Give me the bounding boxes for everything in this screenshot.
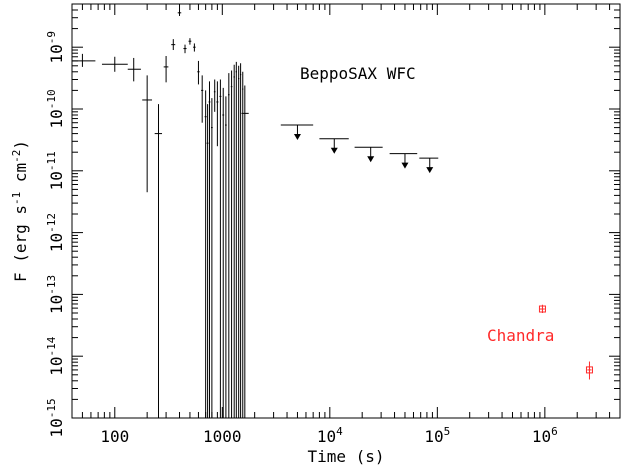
plot-frame	[71, 3, 621, 419]
x-tick-label: 106	[532, 425, 558, 446]
y-tick-label: 10-11	[45, 151, 66, 190]
annotation-beppo: BeppoSAX WFC	[300, 64, 416, 83]
y-tick-label: 10-15	[45, 398, 66, 437]
chandra-point	[585, 366, 593, 374]
axis-ticks	[71, 3, 621, 419]
chandra-point	[538, 305, 546, 313]
x-tick-label: 1000	[203, 427, 242, 446]
upper-limit-arrow	[367, 156, 375, 163]
y-tick-label: 10-9	[45, 31, 66, 64]
tick-labels: 100 1000 104 105 106 10-15 10-14 10-13 10-12 10-1…	[45, 31, 558, 446]
y-axis-label: F (erg s-1 cm-2)	[10, 140, 30, 282]
upper-limit-arrow	[293, 134, 301, 141]
x-axis-label: Time (s)	[307, 447, 384, 466]
y-tick-label: 10-13	[45, 275, 66, 314]
upper-limit-arrow	[330, 147, 338, 154]
x-tick-label: 104	[317, 425, 343, 446]
x-tick-label: 105	[424, 425, 450, 446]
y-tick-label: 10-10	[45, 89, 66, 128]
upper-limit-arrow	[401, 162, 409, 169]
annotation-chandra: Chandra	[487, 326, 554, 345]
data-marks	[72, 9, 593, 418]
upper-limit-arrow	[426, 167, 434, 174]
y-tick-label: 10-12	[45, 213, 66, 252]
x-tick-label: 100	[100, 427, 129, 446]
y-tick-label: 10-14	[45, 336, 66, 376]
